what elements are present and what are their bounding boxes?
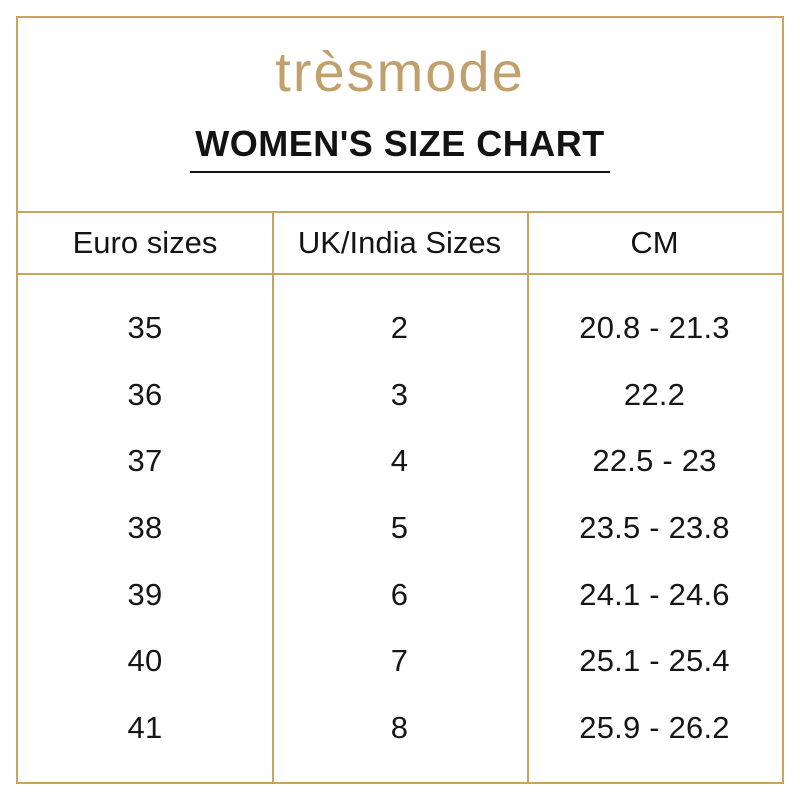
- cell-cm: 25.1 - 25.4: [579, 643, 730, 679]
- cell-uk-india-size: 4: [390, 443, 409, 479]
- table-row: 35 2 20.8 - 21.3: [18, 295, 782, 362]
- column-header-euro-sizes: Euro sizes: [72, 225, 218, 260]
- cell-uk-india-size: 7: [390, 643, 409, 679]
- table-body: 35 2 20.8 - 21.3 36 3 22.2 37 4 22.5 - 2…: [18, 275, 782, 782]
- gold-frame: trèsmode WOMEN'S SIZE CHART Euro sizes U…: [16, 16, 784, 784]
- cell-cm: 22.2: [623, 376, 686, 412]
- cell-euro-size: 40: [127, 643, 163, 679]
- cell-cm: 22.5 - 23: [592, 443, 717, 479]
- cell-uk-india-size: 3: [390, 376, 409, 412]
- cell-uk-india-size: 6: [390, 576, 409, 612]
- cell-euro-size: 35: [127, 310, 163, 346]
- cell-uk-india-size: 2: [390, 310, 409, 346]
- header-section: trèsmode WOMEN'S SIZE CHART: [18, 18, 782, 211]
- cell-cm: 23.5 - 23.8: [579, 510, 730, 546]
- column-divider-2: [527, 213, 529, 782]
- column-header-uk-india-sizes: UK/India Sizes: [297, 225, 502, 260]
- cell-euro-size: 38: [127, 510, 163, 546]
- cell-euro-size: 41: [127, 709, 163, 745]
- page-title: WOMEN'S SIZE CHART: [190, 126, 610, 173]
- cell-euro-size: 36: [127, 376, 163, 412]
- cell-cm: 24.1 - 24.6: [579, 576, 730, 612]
- table-header-row: Euro sizes UK/India Sizes CM: [18, 213, 782, 275]
- cell-uk-india-size: 5: [390, 510, 409, 546]
- table-row: 36 3 22.2: [18, 362, 782, 429]
- table-row: 40 7 25.1 - 25.4: [18, 628, 782, 695]
- column-header-cm: CM: [630, 225, 679, 260]
- table-row: 38 5 23.5 - 23.8: [18, 495, 782, 562]
- column-divider-1: [272, 213, 274, 782]
- cell-cm: 20.8 - 21.3: [579, 310, 730, 346]
- table-row: 41 8 25.9 - 26.2: [18, 694, 782, 761]
- cell-cm: 25.9 - 26.2: [579, 709, 730, 745]
- cell-euro-size: 37: [127, 443, 163, 479]
- table-row: 39 6 24.1 - 24.6: [18, 561, 782, 628]
- table-row: 37 4 22.5 - 23: [18, 428, 782, 495]
- size-table: Euro sizes UK/India Sizes CM 35 2 20.8 -…: [18, 211, 782, 782]
- cell-euro-size: 39: [127, 576, 163, 612]
- cell-uk-india-size: 8: [390, 709, 409, 745]
- brand-logo: trèsmode: [275, 40, 525, 103]
